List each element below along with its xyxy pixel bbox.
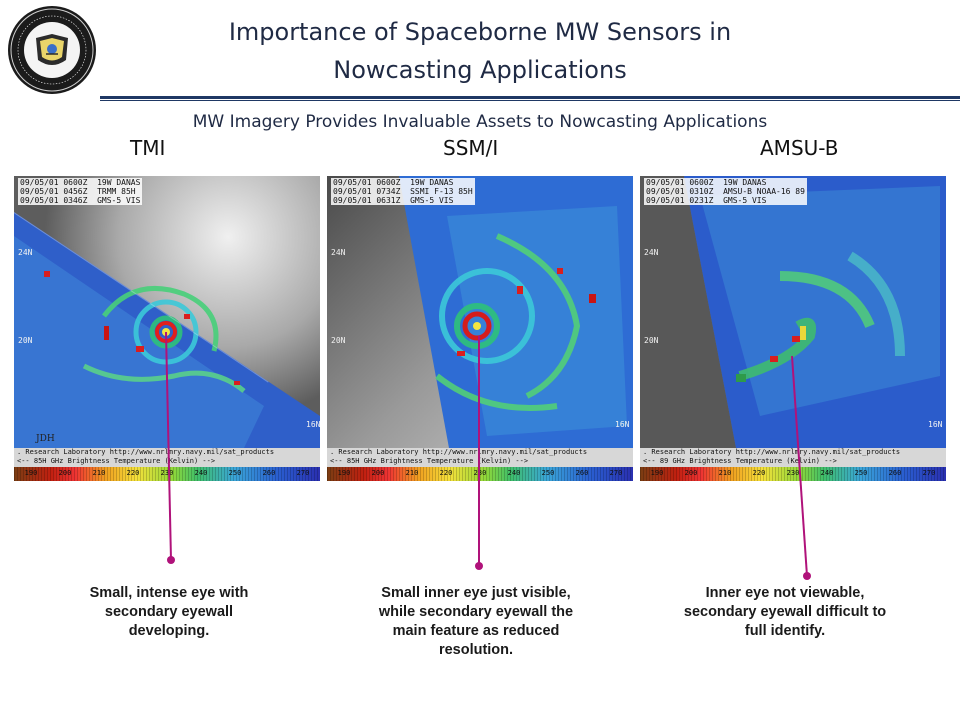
lat-label: 16N <box>615 420 630 429</box>
analyst-initials: JDH <box>36 434 55 444</box>
lat-label: 16N <box>306 420 320 429</box>
title-rule <box>100 96 960 99</box>
image-footer: . Research Laboratory http://www.nrlmry.… <box>14 448 320 467</box>
pointer-dot-tmi <box>167 556 175 564</box>
sensor-label-amsub: AMSU-B <box>760 136 839 160</box>
pointer-line-tmi <box>165 331 172 561</box>
lat-label: 24N <box>644 248 659 257</box>
naval-research-laboratory-logo <box>8 6 96 94</box>
lat-label: 20N <box>18 336 33 345</box>
image-header: 09/05/01 0600Z 19W DANAS 09/05/01 0310Z … <box>644 178 807 205</box>
slide-subtitle: MW Imagery Provides Invaluable Assets to… <box>192 112 768 132</box>
lat-label: 24N <box>331 248 346 257</box>
satellite-image-amsub: 09/05/01 0600Z 19W DANAS 09/05/01 0310Z … <box>640 176 946 481</box>
image-footer: . Research Laboratory http://www.nrlmry.… <box>640 448 946 467</box>
image-header: 09/05/01 0600Z 19W DANAS 09/05/01 0734Z … <box>331 178 475 205</box>
slide-title-line-2: Nowcasting Applications <box>333 56 627 84</box>
caption-ssmi: Small inner eye just visible, while seco… <box>378 585 574 658</box>
pointer-dot-ssmi <box>475 562 483 570</box>
image-header: 09/05/01 0600Z 19W DANAS 09/05/01 0456Z … <box>18 178 143 205</box>
sensor-label-ssmi: SSM/I <box>443 136 499 160</box>
caption-amsub: Inner eye not viewable, secondary eyewal… <box>683 585 887 639</box>
satellite-image-tmi: 09/05/01 0600Z 19W DANAS 09/05/01 0456Z … <box>14 176 320 481</box>
lat-label: 24N <box>18 248 33 257</box>
lat-label: 16N <box>928 420 943 429</box>
pointer-line-amsub <box>791 355 808 577</box>
title-rule-thin <box>100 100 960 101</box>
lat-label: 20N <box>331 336 346 345</box>
slide-title-line-1: Importance of Spaceborne MW Sensors in <box>228 18 732 46</box>
caption-tmi: Small, intense eye with secondary eyewal… <box>89 585 249 639</box>
sensor-label-tmi: TMI <box>130 136 166 160</box>
lat-label: 20N <box>644 336 659 345</box>
pointer-dot-amsub <box>803 572 811 580</box>
